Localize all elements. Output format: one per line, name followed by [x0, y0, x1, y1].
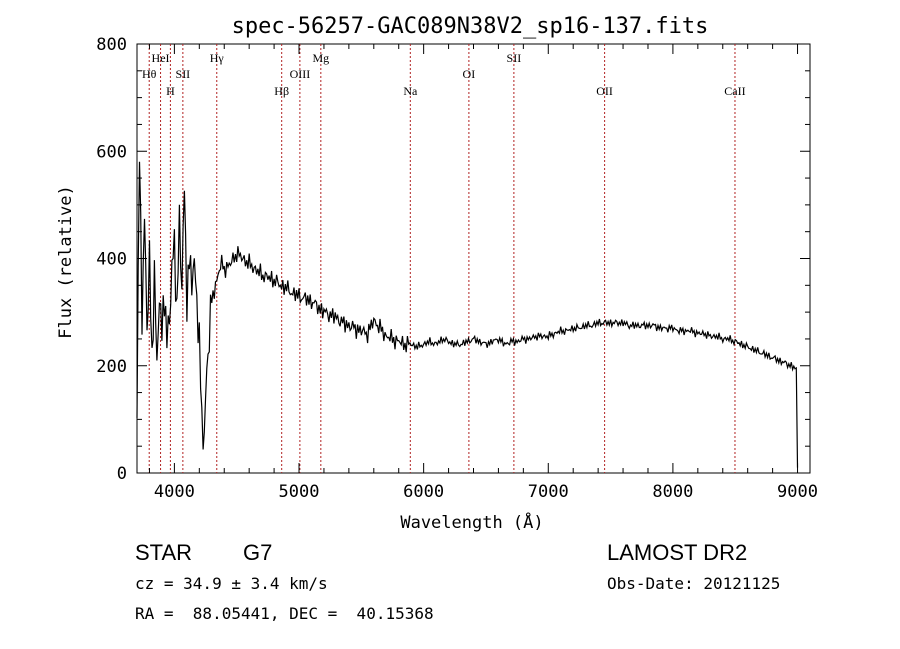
y-tick-label-200: 200	[96, 357, 127, 377]
x-tick-label-9000: 9000	[777, 482, 818, 502]
spectrum-line	[136, 161, 799, 468]
y-axis-label: Flux (relative)	[56, 185, 76, 339]
plot-frame	[136, 43, 811, 474]
x-tick-label-7000: 7000	[528, 482, 569, 502]
line-label-10: SII	[507, 51, 522, 65]
y-tick-label-800: 800	[96, 35, 127, 55]
line-label-3: SII	[176, 67, 191, 81]
observation-date: Obs-Date: 20121125	[607, 574, 781, 593]
survey-name: LAMOST DR2	[607, 540, 748, 565]
line-label-9: OI	[463, 67, 476, 81]
line-label-8: Na	[403, 84, 418, 98]
x-axis-label: Wavelength (Å)	[400, 511, 543, 533]
x-tick-label-6000: 6000	[403, 482, 444, 502]
redshift-info: cz = 34.9 ± 3.4 km/s	[135, 574, 328, 593]
x-tick-label-8000: 8000	[652, 482, 693, 502]
object-subclass: G7	[243, 540, 273, 565]
line-label-5: Hβ	[274, 84, 289, 98]
line-label-6: OIII	[290, 67, 311, 81]
line-markers	[148, 44, 736, 473]
line-label-4: Hγ	[210, 51, 225, 65]
line-label-2: H	[166, 84, 175, 98]
line-label-0: Hθ	[142, 67, 157, 81]
line-label-1: HeI	[152, 51, 170, 65]
coordinates-info: RA = 88.05441, DEC = 40.15368	[135, 604, 434, 623]
y-tick-label-600: 600	[96, 142, 127, 162]
y-axis: 0 200 400 600 800	[96, 35, 810, 484]
y-tick-label-400: 400	[96, 250, 127, 270]
line-label-12: CaII	[724, 84, 745, 98]
x-tick-label-4000: 4000	[154, 482, 195, 502]
line-label-7: Mg	[312, 51, 329, 65]
line-label-11: OII	[596, 84, 613, 98]
x-tick-label-5000: 5000	[279, 482, 320, 502]
object-class: STAR	[135, 540, 193, 565]
chart-title: spec-56257-GAC089N38V2_sp16-137.fits	[232, 14, 709, 39]
y-tick-label-0: 0	[117, 464, 127, 484]
x-axis: 4000 5000 6000 7000 8000 9000	[148, 44, 818, 502]
